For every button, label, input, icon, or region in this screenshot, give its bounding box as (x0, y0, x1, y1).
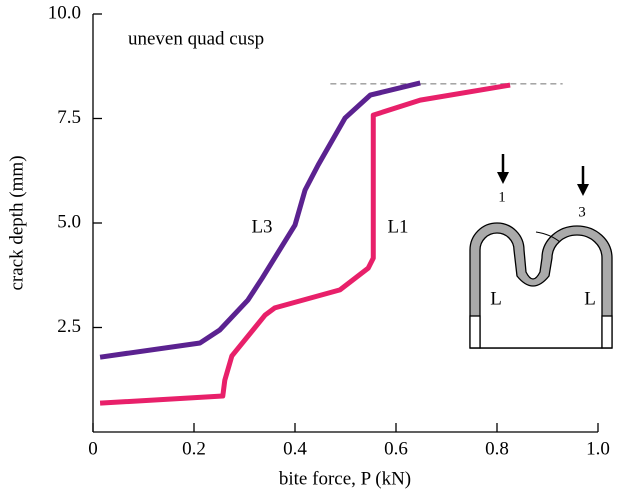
cusp-arc (535, 231, 561, 243)
y-tick-label: 7.5 (57, 107, 81, 128)
line-series (99, 82, 511, 406)
x-tick-label: 0.6 (384, 438, 408, 459)
annotation: uneven quad cusp (128, 28, 264, 49)
x-tick-label: 0 (88, 438, 98, 459)
series-label: L1 (387, 216, 408, 237)
arrow-head (577, 184, 589, 196)
y-tick-label: 5.0 (57, 211, 81, 232)
inset-label: 3 (578, 204, 586, 220)
y-tick-label: 2.5 (57, 316, 81, 337)
x-axis-label: bite force, P (kN) (279, 468, 411, 489)
x-tick-label: 1.0 (586, 438, 610, 459)
arrow-head (497, 172, 509, 184)
inset-label: L (490, 288, 502, 309)
y-tick-label: 10.0 (48, 2, 81, 23)
inset-diagram: 1 3 L L (469, 154, 613, 349)
x-tick-label: 0.4 (283, 438, 307, 459)
tooth-inner (479, 232, 603, 349)
line-series (99, 80, 421, 360)
x-tick-label: 0.2 (182, 438, 206, 459)
tooth-base (469, 315, 481, 349)
inset-label: L (584, 288, 596, 309)
series-label: L3 (251, 216, 272, 237)
tooth-base (601, 315, 613, 349)
inset-label: 1 (498, 189, 506, 205)
x-tick-label: 0.8 (485, 438, 509, 459)
y-axis-label: crack depth (mm) (6, 155, 27, 290)
